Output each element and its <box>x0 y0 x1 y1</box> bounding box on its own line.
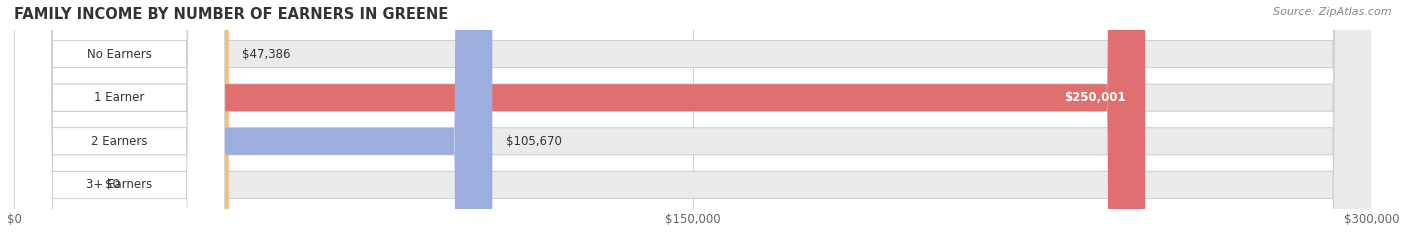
Text: FAMILY INCOME BY NUMBER OF EARNERS IN GREENE: FAMILY INCOME BY NUMBER OF EARNERS IN GR… <box>14 7 449 22</box>
Text: $250,001: $250,001 <box>1064 91 1126 104</box>
Text: 1 Earner: 1 Earner <box>94 91 145 104</box>
FancyBboxPatch shape <box>14 0 1371 233</box>
FancyBboxPatch shape <box>14 0 1144 233</box>
FancyBboxPatch shape <box>14 0 225 233</box>
FancyBboxPatch shape <box>14 0 1371 233</box>
Text: Source: ZipAtlas.com: Source: ZipAtlas.com <box>1274 7 1392 17</box>
Text: 3+ Earners: 3+ Earners <box>86 178 153 191</box>
Text: $105,670: $105,670 <box>506 135 562 148</box>
FancyBboxPatch shape <box>14 0 492 233</box>
FancyBboxPatch shape <box>14 0 1371 233</box>
FancyBboxPatch shape <box>14 0 225 233</box>
Text: $47,386: $47,386 <box>242 48 291 61</box>
Text: $0: $0 <box>105 178 120 191</box>
Text: No Earners: No Earners <box>87 48 152 61</box>
FancyBboxPatch shape <box>14 0 229 233</box>
FancyBboxPatch shape <box>14 0 1371 233</box>
FancyBboxPatch shape <box>14 0 225 233</box>
Text: 2 Earners: 2 Earners <box>91 135 148 148</box>
FancyBboxPatch shape <box>14 0 225 233</box>
